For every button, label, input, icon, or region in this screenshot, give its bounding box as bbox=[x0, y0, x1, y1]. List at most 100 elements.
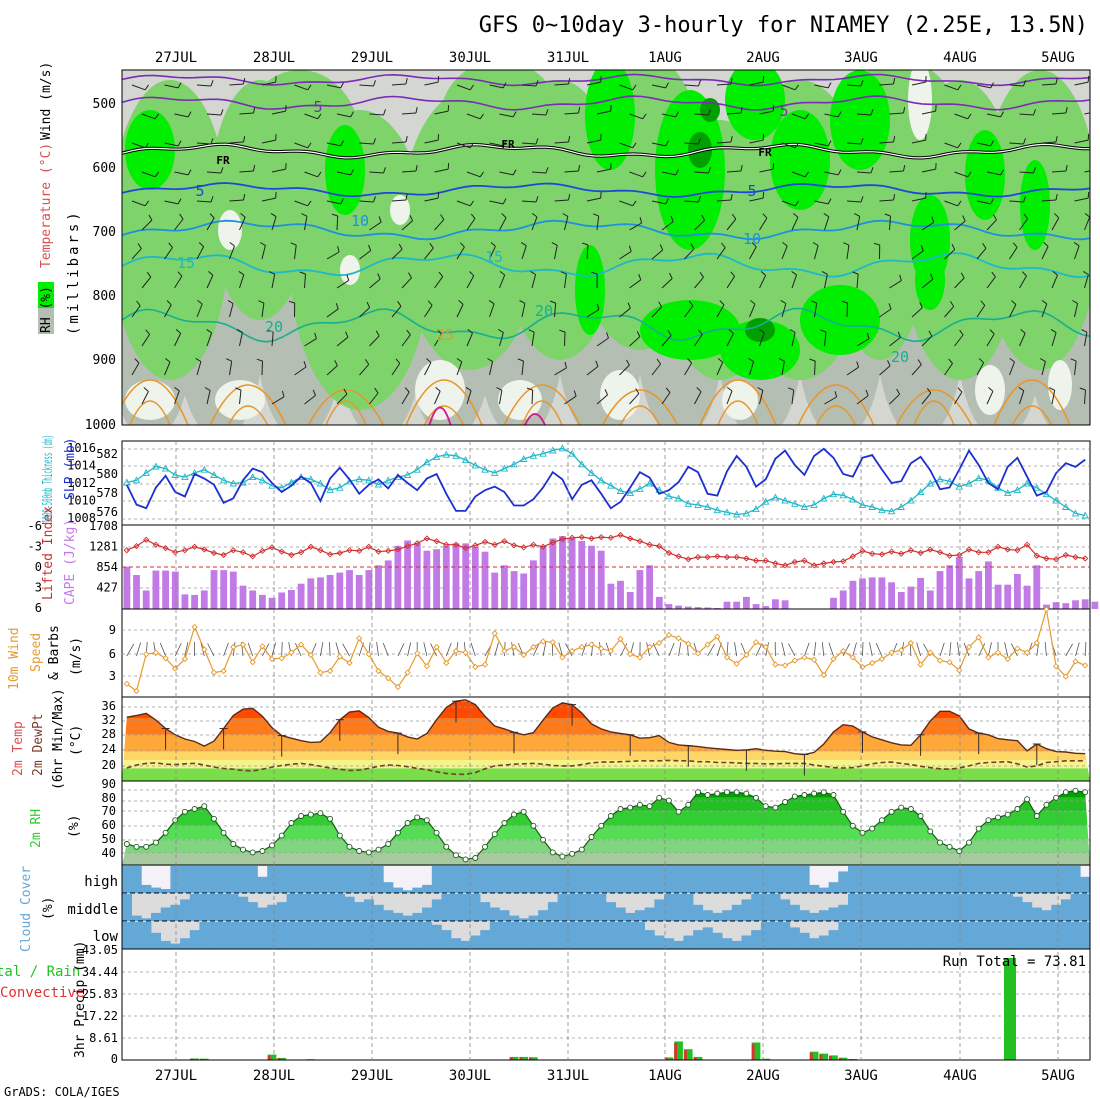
wind-barb bbox=[271, 274, 276, 289]
wind-barb-flag bbox=[962, 215, 966, 222]
precip-convective-bar bbox=[529, 1057, 532, 1060]
cape-bar bbox=[888, 582, 895, 609]
isotherm-line bbox=[503, 384, 581, 425]
wind10m-barb bbox=[342, 643, 350, 657]
wind-barb bbox=[531, 274, 537, 289]
precip-convective-bar bbox=[267, 1055, 271, 1060]
cloud-cell bbox=[518, 922, 529, 949]
wind-barb-flag bbox=[837, 169, 842, 176]
thickness-marker bbox=[878, 506, 886, 514]
wind-barb-flag bbox=[636, 331, 641, 337]
cloud-cell bbox=[393, 912, 403, 921]
wind-barb-flag bbox=[435, 387, 441, 392]
thickness-marker bbox=[723, 508, 731, 516]
cape-bar bbox=[365, 570, 373, 609]
cloud-cell bbox=[189, 894, 200, 921]
isotherm-line bbox=[122, 379, 189, 425]
thickness-marker bbox=[355, 475, 363, 483]
rh2m-marker bbox=[240, 846, 246, 853]
wind-barb bbox=[174, 171, 189, 176]
cloud-cell bbox=[1061, 899, 1071, 921]
wind-barb-flag bbox=[307, 84, 312, 91]
wind-barb bbox=[229, 141, 244, 144]
lifted-index-marker bbox=[685, 556, 692, 563]
wind-barb-flag bbox=[596, 303, 600, 310]
cloud-cell bbox=[441, 866, 452, 893]
wind10m-tick-label: 6 bbox=[109, 647, 116, 661]
wind-barb bbox=[684, 248, 695, 260]
wind10m-marker bbox=[520, 651, 527, 659]
wind-barb bbox=[174, 113, 189, 118]
wind10m-marker bbox=[743, 651, 750, 659]
wind-barb bbox=[661, 278, 673, 289]
wind-barb bbox=[456, 142, 471, 149]
wind-barb-flag bbox=[436, 329, 442, 335]
cloud-cell bbox=[1022, 902, 1033, 921]
wind-barb-flag bbox=[568, 194, 571, 201]
wind-barb bbox=[174, 333, 182, 347]
precip-total-bar bbox=[267, 1054, 277, 1060]
wind10m-marker bbox=[1052, 663, 1060, 670]
wind-barb-flag bbox=[860, 138, 864, 145]
wind-barb-flag bbox=[903, 107, 906, 114]
wind-barb bbox=[359, 364, 370, 376]
wind-barb-flag bbox=[782, 242, 788, 247]
cloud-cell bbox=[1022, 922, 1033, 949]
wind10m-barb bbox=[949, 642, 952, 657]
wind-barb bbox=[586, 366, 599, 376]
wind-barb-flag bbox=[595, 360, 599, 367]
cloud-cell bbox=[141, 884, 152, 893]
wind10m-marker bbox=[152, 649, 160, 656]
thickness-marker bbox=[907, 496, 915, 504]
lifted-index-marker bbox=[820, 560, 827, 567]
cloud-cell bbox=[238, 896, 249, 921]
wind-barb bbox=[759, 110, 774, 115]
rh2m-marker bbox=[414, 814, 421, 821]
thickness-marker bbox=[258, 476, 267, 484]
cape-bar bbox=[578, 541, 586, 609]
rh2m-marker bbox=[394, 829, 401, 836]
date-tick-label: 1AUG bbox=[648, 50, 682, 66]
wind-barb-flag bbox=[991, 271, 996, 278]
slp-tick-label: 1012 bbox=[67, 476, 96, 490]
lifted-index-marker bbox=[636, 538, 644, 545]
cape-bar bbox=[268, 597, 276, 609]
date-tick-label: 2AUG bbox=[746, 1068, 780, 1084]
cape-bar bbox=[384, 560, 392, 609]
cloud-cell bbox=[567, 922, 578, 949]
wind-barb-flag bbox=[465, 386, 472, 392]
wind-barb-flag bbox=[210, 80, 214, 87]
wind-barb bbox=[174, 218, 184, 231]
wind10m-marker bbox=[539, 638, 547, 645]
lifted-index-marker bbox=[481, 538, 489, 546]
wind-barb-flag bbox=[373, 196, 376, 203]
cloud-cell bbox=[683, 935, 694, 949]
wind-barb bbox=[1074, 139, 1089, 144]
wind-barb bbox=[206, 217, 215, 231]
rh2m-marker bbox=[501, 820, 508, 826]
precip-tick-label: 25.83 bbox=[82, 987, 118, 1001]
rh-legend-swatch-grey bbox=[38, 308, 54, 334]
wind-barb-flag bbox=[1041, 299, 1048, 305]
wind-barb bbox=[954, 334, 964, 347]
wind-barb bbox=[164, 247, 173, 260]
wind-barb-flag bbox=[415, 165, 418, 172]
temperature-band bbox=[122, 768, 1090, 781]
wind-barb bbox=[921, 110, 936, 115]
wind-barb bbox=[629, 113, 643, 120]
wind-barb bbox=[271, 332, 274, 347]
wind-barb-flag bbox=[625, 359, 630, 366]
cape-bar bbox=[549, 538, 557, 609]
wind-barb bbox=[196, 84, 212, 87]
thickness-marker bbox=[820, 494, 828, 502]
lifted-index-marker bbox=[840, 558, 847, 565]
wind10m-marker bbox=[607, 647, 614, 655]
temperature-minmax-bars bbox=[161, 700, 1041, 776]
rh-shading-region bbox=[218, 210, 242, 250]
wind-barb bbox=[781, 142, 796, 149]
wind10m-marker bbox=[888, 649, 895, 656]
cloud-cell bbox=[141, 922, 152, 949]
cloud-cell bbox=[896, 922, 907, 949]
rh2m-marker bbox=[520, 808, 527, 815]
